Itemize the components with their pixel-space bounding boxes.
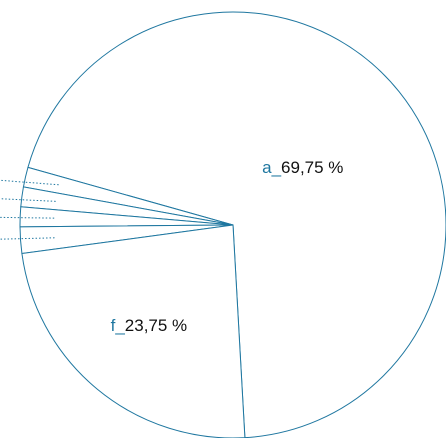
slice-name: f_ — [111, 316, 126, 335]
leader-line — [0, 237, 55, 240]
leader-line — [0, 216, 55, 219]
leader-line — [0, 179, 59, 186]
pie-slice — [27, 11, 446, 438]
pie-slice — [21, 224, 246, 438]
slice-label: a_69,75 % — [262, 158, 343, 177]
slice-value: 69,75 % — [281, 158, 343, 177]
slice-name: a_ — [262, 158, 281, 177]
slice-value: 23,75 % — [125, 316, 187, 335]
slice-label: f_23,75 % — [111, 316, 188, 335]
